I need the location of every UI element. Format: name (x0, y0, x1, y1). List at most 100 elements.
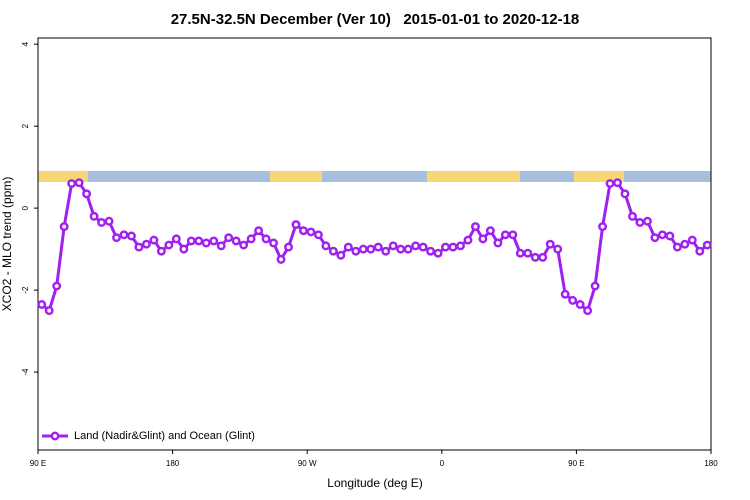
data-point (328, 246, 338, 256)
x-tick-label: 180 (166, 459, 180, 468)
y-tick-label: 0 (21, 205, 30, 210)
data-point (239, 240, 249, 250)
data-point (485, 226, 495, 236)
data-point (665, 231, 675, 241)
data-point (373, 242, 383, 252)
data-point (598, 222, 608, 232)
data-point (620, 189, 630, 199)
data-point (59, 222, 69, 232)
data-point (433, 248, 443, 258)
data-point (493, 238, 503, 248)
data-point (441, 242, 450, 252)
data-point (635, 218, 645, 227)
data-point (127, 231, 136, 241)
data-point (687, 235, 697, 245)
data-point (231, 236, 241, 246)
data-point (403, 244, 413, 254)
x-tick-label: 90 W (298, 459, 317, 468)
data-point (74, 178, 84, 188)
data-point (254, 226, 264, 236)
data-point (672, 242, 682, 252)
data-point (261, 234, 271, 244)
data-point (605, 179, 615, 188)
data-point (44, 306, 54, 316)
data-point (112, 233, 121, 243)
data-point (201, 238, 211, 248)
y-tick-label: -2 (21, 286, 30, 294)
data-point (194, 236, 204, 246)
data-point (306, 227, 316, 237)
data-point (508, 230, 518, 240)
data-point (299, 226, 308, 236)
data-point (179, 244, 189, 254)
x-tick-label: 180 (704, 459, 718, 468)
data-point (515, 248, 525, 258)
y-tick-label: 4 (21, 41, 30, 46)
data-point (216, 241, 226, 251)
data-point (52, 281, 62, 291)
data-point (396, 244, 406, 254)
data-point (321, 241, 331, 251)
data-point (560, 289, 570, 299)
x-tick-label: 90 E (568, 459, 584, 468)
data-point (680, 239, 690, 249)
x-axis-label: Longitude (deg E) (327, 476, 422, 490)
x-tick-label: 0 (440, 459, 445, 468)
data-point (291, 220, 301, 229)
data-point (575, 300, 585, 309)
data-point (702, 240, 712, 250)
data-point (119, 230, 129, 240)
data-point (246, 234, 256, 244)
data-point (134, 242, 144, 252)
data-point (224, 233, 234, 243)
data-point (67, 179, 77, 188)
data-point (456, 241, 465, 251)
data-point (695, 246, 705, 256)
data-point (418, 242, 428, 252)
data-point (313, 230, 323, 240)
data-point (583, 306, 593, 316)
data-point (284, 242, 293, 252)
data-point (269, 238, 278, 248)
data-point (590, 281, 600, 291)
data-point (351, 246, 361, 256)
data-point (553, 244, 563, 254)
data-point (82, 189, 92, 199)
y-tick-label: -4 (21, 368, 30, 376)
data-point (657, 230, 667, 240)
data-point (426, 246, 436, 256)
legend-marker (50, 431, 60, 441)
data-point (463, 235, 473, 245)
data-point (628, 211, 637, 221)
data-point (366, 244, 376, 254)
data-point (171, 234, 181, 244)
data-point (448, 242, 458, 252)
data-point (164, 240, 174, 250)
data-point (530, 252, 540, 262)
land-ocean-strip (38, 171, 711, 182)
data-point (97, 218, 107, 227)
data-point (381, 246, 391, 256)
data-point (650, 233, 660, 243)
data-point (471, 222, 480, 232)
data-point (568, 295, 578, 305)
data-point (538, 252, 548, 262)
data-point (642, 216, 652, 226)
y-tick-label: 2 (21, 123, 30, 128)
data-point (186, 236, 196, 246)
x-tick-label: 90 E (30, 459, 46, 468)
data-point (523, 248, 533, 258)
data-point (545, 239, 555, 249)
data-point (209, 236, 219, 246)
data-point (500, 230, 510, 240)
data-point (388, 241, 398, 251)
data-point (411, 241, 421, 251)
data-point (141, 239, 151, 249)
data-point (358, 244, 368, 254)
data-point (156, 246, 166, 256)
data-point (336, 250, 346, 260)
data-point (89, 211, 99, 221)
data-point (613, 178, 622, 188)
data-point (37, 300, 47, 309)
